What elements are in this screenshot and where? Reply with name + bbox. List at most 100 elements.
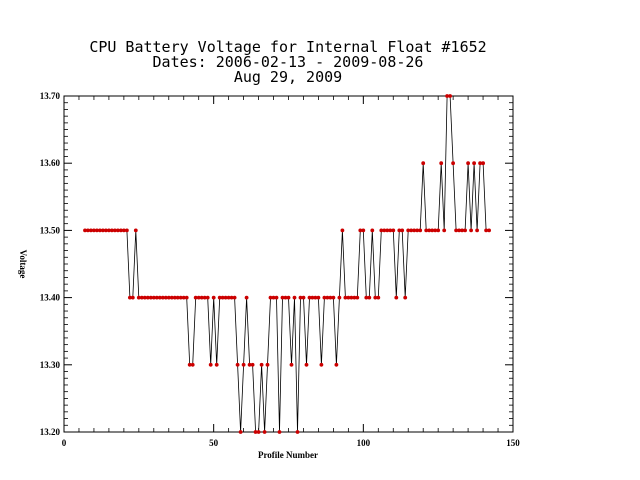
axis-ticks <box>63 95 514 433</box>
data-point <box>133 228 138 233</box>
data-point <box>385 228 390 233</box>
data-point <box>259 362 264 367</box>
x-axis-label: Profile Number <box>258 450 318 460</box>
data-point <box>262 430 267 434</box>
data-point <box>445 94 449 98</box>
data-point <box>136 295 141 300</box>
data-point <box>319 362 324 367</box>
data-point <box>86 228 90 233</box>
data-point <box>244 295 249 300</box>
data-point <box>364 295 369 300</box>
data-point <box>202 295 207 300</box>
data-point <box>142 295 147 300</box>
data-point <box>391 228 396 233</box>
data-point <box>352 295 357 300</box>
data-point <box>268 295 273 300</box>
data-point <box>382 228 387 233</box>
y-tick-label: 13.50 <box>40 225 61 235</box>
data-point <box>475 228 479 233</box>
data-point <box>199 295 204 300</box>
data-point <box>163 295 168 300</box>
data-point <box>247 362 252 367</box>
data-point <box>313 295 318 300</box>
data-point <box>349 295 354 300</box>
data-point <box>424 228 429 233</box>
data-point <box>181 295 186 300</box>
data-point <box>151 295 156 300</box>
x-tick-label: 150 <box>506 438 520 448</box>
data-point <box>256 430 261 434</box>
data-point <box>187 362 192 367</box>
data-point <box>223 295 228 300</box>
data-point <box>346 295 351 300</box>
data-point <box>166 295 171 300</box>
data-point <box>113 228 117 233</box>
data-point <box>238 430 243 434</box>
data-point <box>250 362 255 367</box>
data-point <box>436 228 441 233</box>
x-tick-labels: 0 50 100 150 <box>62 438 521 448</box>
data-point <box>172 295 177 300</box>
data-point <box>205 295 210 300</box>
data-point <box>478 161 482 166</box>
data-point <box>280 295 285 300</box>
data-point <box>307 295 312 300</box>
data-point <box>484 228 488 233</box>
data-point <box>373 295 378 300</box>
data-point <box>265 362 270 367</box>
data-point <box>439 161 444 166</box>
data-point <box>358 228 363 233</box>
data-point <box>116 228 120 233</box>
data-point <box>104 228 108 233</box>
data-point <box>403 295 408 300</box>
data-point <box>325 295 330 300</box>
data-point <box>463 228 467 233</box>
data-point <box>83 228 87 233</box>
data-point <box>277 430 282 434</box>
data-point <box>283 295 288 300</box>
data-point <box>415 228 420 233</box>
chart-title-line-3: Aug 29, 2009 <box>234 68 342 86</box>
data-point <box>394 295 399 300</box>
data-point <box>154 295 159 300</box>
data-point <box>301 295 306 300</box>
data-point <box>122 228 126 233</box>
data-point <box>193 295 198 300</box>
data-point <box>292 295 297 300</box>
data-point <box>487 228 491 233</box>
data-point <box>208 362 213 367</box>
x-tick-label: 0 <box>62 438 67 448</box>
data-point <box>226 295 231 300</box>
data-point <box>379 228 384 233</box>
data-point <box>295 430 300 434</box>
data-point <box>355 295 360 300</box>
series-line <box>85 95 490 433</box>
y-tick-label: 13.20 <box>40 427 61 437</box>
data-point <box>169 295 174 300</box>
data-point <box>340 228 345 233</box>
chart-title-line-1: CPU Battery Voltage for Internal Float #… <box>89 38 486 56</box>
data-point <box>331 295 336 300</box>
data-point <box>217 295 222 300</box>
data-point <box>178 295 183 300</box>
data-point <box>367 295 372 300</box>
data-point <box>457 228 461 233</box>
data-point <box>211 295 216 300</box>
data-point <box>196 295 201 300</box>
data-point <box>89 228 93 233</box>
data-point <box>376 295 381 300</box>
data-point <box>454 228 458 233</box>
data-point <box>148 295 153 300</box>
data-point <box>466 161 470 166</box>
data-point <box>448 94 452 98</box>
data-point <box>214 362 219 367</box>
y-tick-label: 13.40 <box>40 293 61 303</box>
data-point <box>92 228 96 233</box>
data-point <box>184 295 189 300</box>
series-markers <box>83 94 491 434</box>
data-point <box>409 228 414 233</box>
data-point <box>229 295 234 300</box>
data-point <box>127 295 132 300</box>
data-point <box>310 295 315 300</box>
data-point <box>95 228 99 233</box>
